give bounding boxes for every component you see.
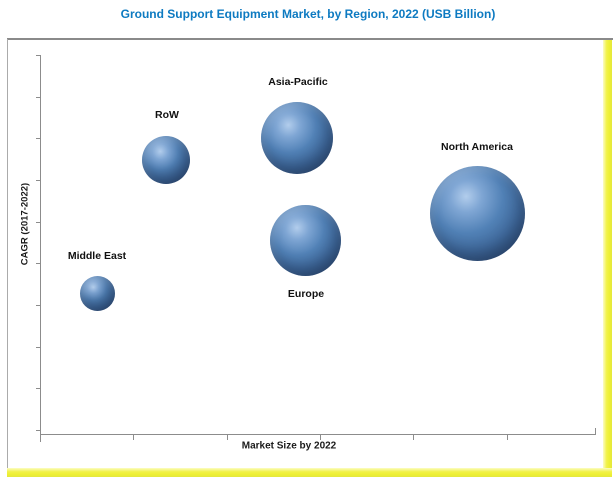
bubble-europe: [269, 204, 341, 276]
x-axis-tick: [319, 435, 321, 440]
bubble-label-middle-east: Middle East: [67, 250, 127, 262]
bubble-north-america: [429, 165, 525, 261]
x-axis-tick: [226, 435, 228, 440]
bubble-asia-pacific: [261, 102, 333, 174]
x-axis-title: Market Size by 2022: [241, 440, 337, 452]
frame-border-left: [7, 39, 8, 468]
bubble-label-asia-pacific: Asia-Pacific: [268, 76, 328, 88]
y-axis-tick: [36, 96, 41, 98]
y-axis-tick: [36, 388, 41, 390]
bubble-middle-east: [79, 275, 115, 311]
x-axis-end-mark: [595, 428, 596, 434]
chart-title: Ground Support Equipment Market, by Regi…: [120, 7, 496, 21]
y-axis-tick: [36, 138, 41, 140]
bubble-label-europe: Europe: [287, 288, 325, 300]
x-axis-line: [40, 434, 596, 435]
y-axis-tick: [36, 430, 41, 432]
y-axis-tick: [36, 55, 41, 56]
x-axis-tick: [506, 435, 508, 440]
y-axis-title: CAGR (2017-2022): [19, 182, 31, 266]
y-axis-tick: [36, 346, 41, 348]
y-axis-tick: [36, 263, 41, 265]
frame-shadow-right: [603, 40, 612, 477]
y-axis-tick: [36, 180, 41, 181]
y-axis-tick: [36, 221, 41, 223]
x-axis-tick: [40, 435, 41, 440]
bubble-label-row: RoW: [155, 109, 179, 121]
x-axis-tick: [133, 435, 135, 440]
x-axis-tick: [413, 435, 415, 440]
y-axis-line: [40, 55, 41, 442]
bubble-label-north-america: North America: [441, 141, 513, 153]
bubble-row: [142, 136, 190, 184]
y-axis-tick: [36, 305, 41, 307]
frame-border-top: [7, 38, 613, 40]
frame-shadow-bottom: [7, 468, 612, 477]
